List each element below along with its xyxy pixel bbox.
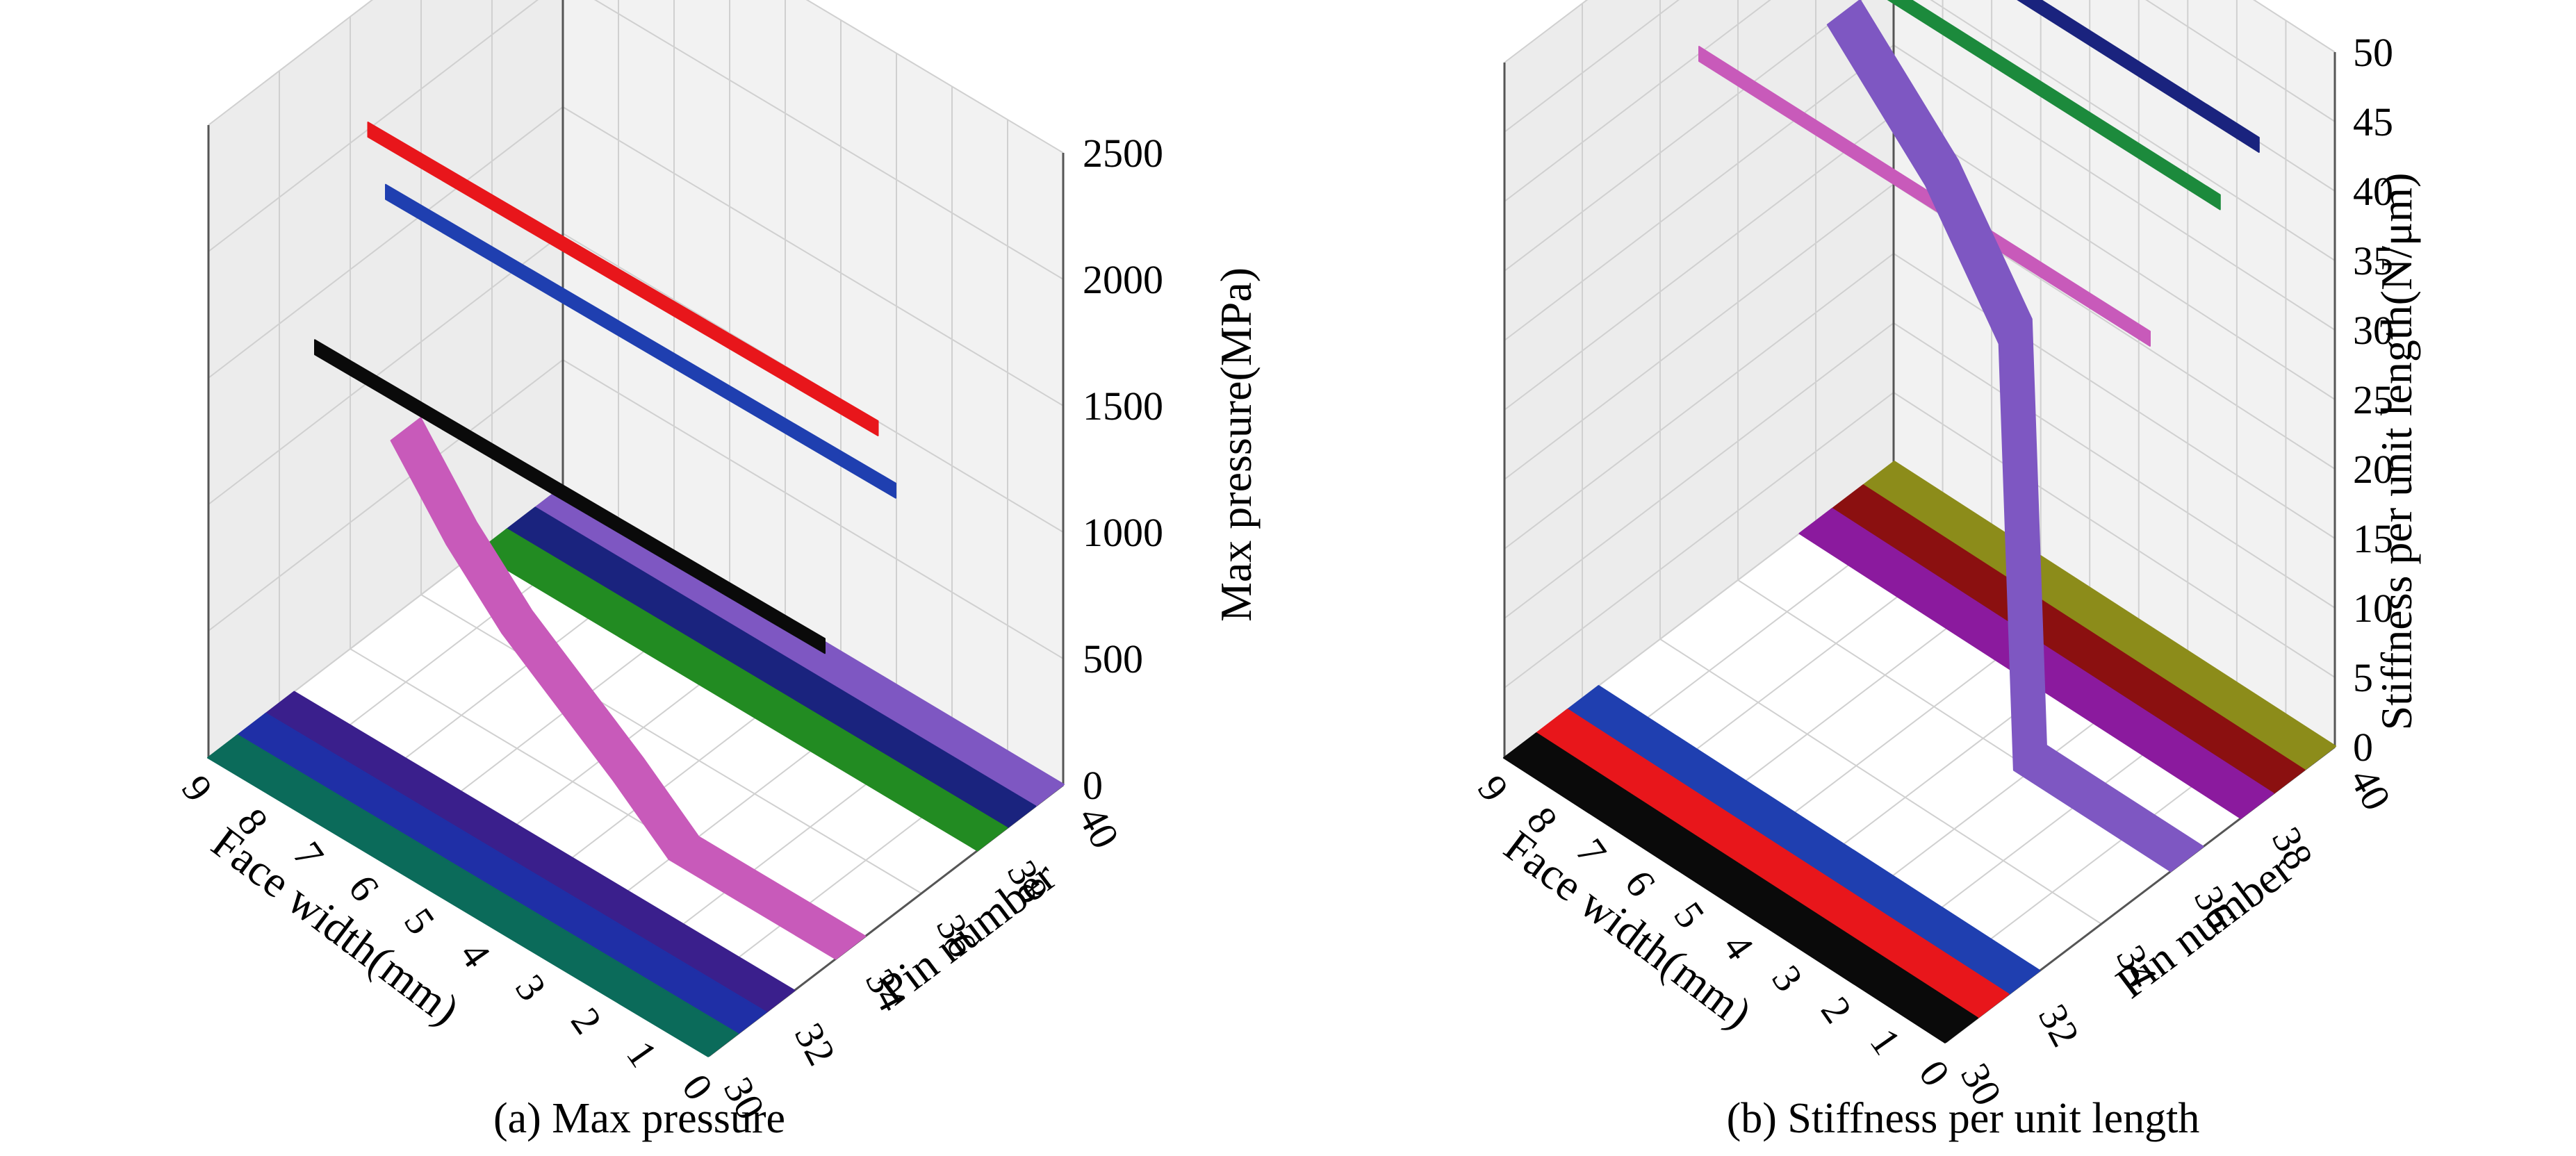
x-tick-label: 4 — [1714, 925, 1763, 968]
x-tick-label: 3 — [507, 966, 555, 1009]
x-tick-label: 5 — [395, 900, 444, 942]
x-tick-label: 4 — [451, 933, 500, 975]
x-tick-label: 2 — [562, 1000, 611, 1042]
ribbon-series-3 — [1826, 0, 2204, 873]
z-tick-label: 35 — [2353, 238, 2393, 283]
x-tick-label: 2 — [1812, 989, 1861, 1031]
x-tick-label: 0 — [1910, 1052, 1959, 1094]
ribbon-series-0 — [207, 734, 739, 1057]
z-tick-label: 25 — [2353, 377, 2393, 422]
z-tick-label: 50 — [2353, 30, 2393, 75]
floor — [1504, 462, 2335, 1042]
z-tick-label: 45 — [2353, 99, 2393, 144]
ribbon-series-9 — [367, 122, 879, 436]
z-tick-label: 30 — [2353, 308, 2393, 353]
y-tick-label: 32 — [786, 1016, 845, 1073]
ribbon-series-3 — [390, 417, 867, 960]
z-tick-label: 2500 — [1083, 131, 1163, 176]
ribbon-series-0 — [1502, 732, 1978, 1043]
z-axis-title: Max pressure(MPa) — [1211, 267, 1261, 622]
caption-b: (b) Stiffness per unit length — [1727, 1095, 2200, 1142]
x-tick-label: 9 — [173, 767, 222, 809]
x-tick-label: 1 — [1861, 1021, 1910, 1063]
ribbon-series-8 — [385, 183, 896, 499]
z-tick-label: 0 — [2353, 725, 2373, 770]
x-tick-label: 1 — [618, 1033, 666, 1075]
caption-a: (a) Max pressure — [493, 1095, 785, 1142]
z-tick-label: 1000 — [1083, 510, 1163, 555]
ribbons — [1502, 0, 2337, 1043]
panel-a-max-pressure: 0123456789303234363840050010001500200025… — [173, 0, 1261, 1127]
y-tick-label: 32 — [2030, 997, 2089, 1054]
z-tick-label: 40 — [2353, 169, 2393, 214]
z-tick-label: 500 — [1083, 636, 1143, 682]
z-tick-label: 10 — [2353, 586, 2393, 631]
x-tick-label: 6 — [340, 867, 388, 909]
ribbon-series-8 — [1887, 0, 2221, 210]
x-tick-label: 3 — [1763, 957, 1812, 1000]
ribbon-series-9 — [2017, 0, 2260, 153]
ribbons — [207, 122, 1065, 1057]
z-tick-label: 5 — [2353, 655, 2373, 700]
x-tick-label: 9 — [1469, 767, 1518, 809]
panel-b-stiffness: 0123456789303234363840051015202530354045… — [1469, 0, 2421, 1113]
z-tick-label: 20 — [2353, 447, 2393, 492]
z-tick-label: 15 — [2353, 516, 2393, 561]
z-tick-label: 0 — [1083, 763, 1103, 808]
z-tick-label: 2000 — [1083, 257, 1163, 302]
x-tick-label: 5 — [1665, 894, 1714, 936]
z-axis-title: Stiffness per unit length(N/μm) — [2372, 173, 2421, 731]
back-wall-right — [1894, 0, 2335, 747]
ribbon-series-7 — [314, 339, 826, 654]
ribbon-series-7 — [1698, 46, 2151, 347]
z-tick-label: 1500 — [1083, 383, 1163, 429]
